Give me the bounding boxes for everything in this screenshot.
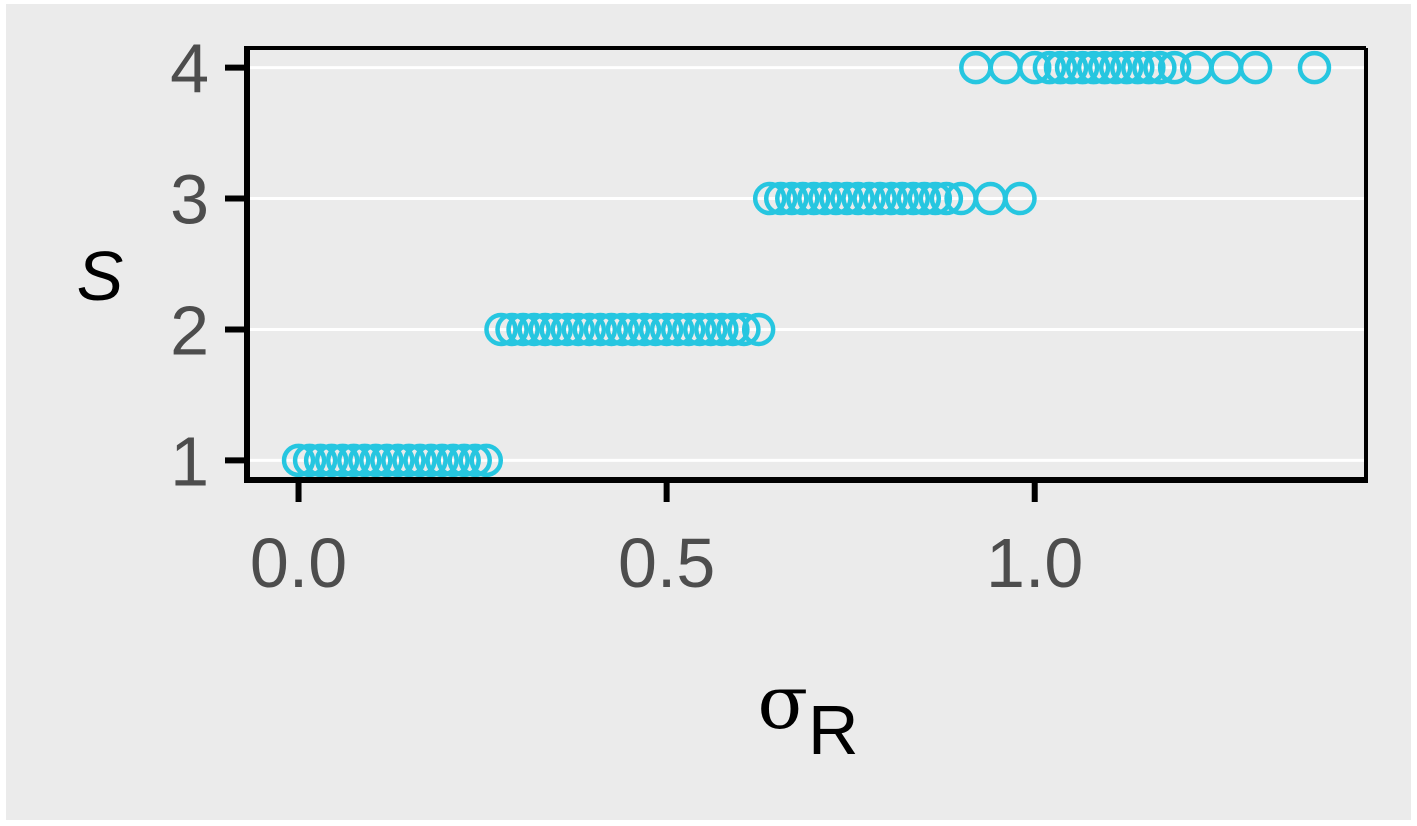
- x-axis-title: σR: [757, 660, 858, 769]
- data-point: [694, 312, 728, 347]
- data-point: [1017, 50, 1052, 85]
- data-point: [528, 312, 562, 347]
- data-point: [539, 312, 573, 347]
- data-point: [517, 312, 551, 347]
- data-point: [572, 312, 607, 347]
- data-point: [929, 181, 964, 216]
- data-point: [819, 181, 853, 216]
- data-point: [863, 181, 897, 216]
- data-point: [786, 181, 820, 216]
- x-axis-ticks: 0.0 0.5 1.0: [250, 480, 1083, 602]
- data-point: [808, 181, 842, 216]
- data-point: [874, 181, 908, 216]
- data-point: [1109, 50, 1144, 85]
- data-point: [583, 312, 618, 347]
- data-point: [1087, 50, 1122, 85]
- data-point: [484, 312, 518, 347]
- data-point: [896, 181, 930, 216]
- x-tick-label: 0.0: [250, 524, 347, 602]
- data-point: [907, 181, 942, 216]
- data-point: [469, 443, 504, 478]
- data-point: [506, 312, 540, 347]
- data-point: [1032, 50, 1067, 85]
- x-axis-title-subscript: R: [808, 691, 859, 769]
- data-point: [918, 181, 953, 216]
- data-point: [594, 312, 629, 347]
- data-point: [403, 443, 437, 478]
- data-point: [797, 181, 831, 216]
- data-point: [885, 181, 919, 216]
- data-point: [660, 312, 695, 347]
- data-point: [458, 443, 492, 478]
- data-point: [550, 312, 584, 347]
- data-point: [1065, 50, 1100, 85]
- data-point: [616, 312, 651, 347]
- data-point: [447, 443, 481, 478]
- data-point: [705, 312, 739, 347]
- data-point: [392, 443, 426, 478]
- data-point: [605, 312, 640, 347]
- data-point: [292, 443, 327, 478]
- data-point: [683, 312, 717, 347]
- data-point: [1143, 50, 1177, 85]
- data-point: [1157, 50, 1192, 85]
- y-tick-label: 2: [170, 291, 209, 369]
- data-point: [1121, 50, 1155, 85]
- y-axis-title: S: [77, 237, 124, 315]
- data-point: [638, 312, 673, 347]
- data-point: [852, 181, 886, 216]
- x-tick-label: 1.0: [986, 524, 1083, 602]
- x-tick-label: 0.5: [618, 524, 715, 602]
- data-point: [752, 181, 787, 216]
- data-point: [561, 312, 596, 347]
- data-point: [1238, 50, 1273, 85]
- data-points: [281, 50, 1332, 478]
- data-point: [359, 443, 393, 478]
- data-point: [1076, 50, 1111, 85]
- y-tick-label: 3: [170, 161, 209, 239]
- data-point: [830, 181, 864, 216]
- data-point: [425, 443, 459, 478]
- data-point: [841, 181, 875, 216]
- data-point: [314, 443, 349, 478]
- data-point: [716, 312, 750, 347]
- data-point: [775, 181, 809, 216]
- data-point: [325, 443, 360, 478]
- data-point: [414, 443, 448, 478]
- plot-panel: [247, 48, 1366, 480]
- data-point: [763, 181, 798, 216]
- data-point: [649, 312, 684, 347]
- data-point: [727, 312, 761, 347]
- data-point: [370, 443, 404, 478]
- data-point: [1132, 50, 1166, 85]
- data-point: [1098, 50, 1133, 85]
- x-axis-title-symbol: σ: [757, 660, 808, 746]
- data-point: [348, 443, 382, 478]
- y-axis-ticks: 1 2 3 4: [170, 30, 247, 500]
- data-point: [336, 443, 371, 478]
- data-point: [495, 312, 529, 347]
- data-point: [1297, 50, 1332, 85]
- data-point: [381, 443, 415, 478]
- data-point: [1043, 50, 1078, 85]
- data-point: [671, 312, 706, 347]
- data-point: [627, 312, 662, 347]
- data-point: [741, 312, 776, 347]
- axes: [244, 46, 1368, 483]
- y-tick-label: 1: [170, 422, 209, 500]
- data-point: [1003, 181, 1037, 216]
- data-point: [1054, 50, 1089, 85]
- data-point: [281, 443, 316, 478]
- data-point: [303, 443, 338, 478]
- y-tick-label: 4: [170, 30, 209, 108]
- data-point: [436, 443, 470, 478]
